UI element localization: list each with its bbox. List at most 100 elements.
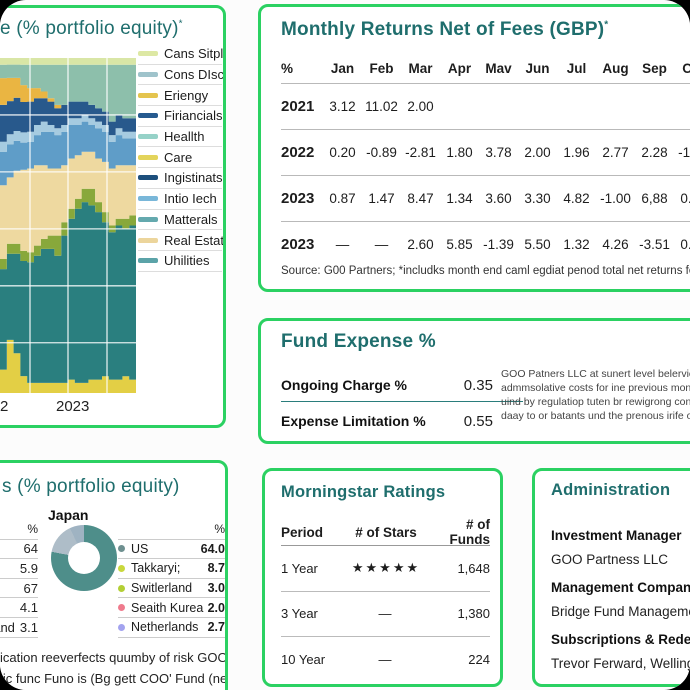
- country-name: Takkaryi;: [131, 561, 181, 576]
- returns-value-cell: -1.39: [483, 237, 514, 252]
- country-left-column: %64 5.9 67 4.1 and 3.1: [0, 520, 38, 638]
- country-left-row: 64: [0, 540, 38, 560]
- legend-label: Matterals: [164, 211, 218, 227]
- country-weight: 8.7: [207, 561, 225, 576]
- returns-value-cell: 2.28: [641, 145, 668, 160]
- country-left-row: 67: [0, 579, 38, 599]
- ratings-header-row: Period # of Stars # of Funds: [281, 517, 490, 547]
- country-legend-item: Switlerland 3.0: [118, 579, 225, 599]
- admin-entry-label: Subscriptions & Redempt: [551, 632, 690, 647]
- ratings-row: 1 Year ★★★★★ 1,648: [281, 546, 490, 591]
- returns-value-cell: 1.80: [446, 145, 473, 160]
- returns-value-cell: 1.34: [446, 191, 473, 206]
- country-name: Netherlands: [131, 620, 199, 635]
- admin-entry-label: Management Company: [551, 580, 690, 595]
- ratings-period: 1 Year: [281, 560, 318, 576]
- country-name: Seaith Kurea: [131, 600, 204, 615]
- legend-swatch: [138, 258, 158, 264]
- returns-value-cell: 2.77: [602, 145, 629, 160]
- ratings-stars: —: [378, 651, 394, 667]
- sector-legend-item: Cans Sitpl: [138, 44, 223, 65]
- admin-entry-label: Investment Manager: [551, 528, 682, 543]
- country-left-header: %: [0, 520, 38, 540]
- sector-panel-title: e (% portfolio equity)*: [0, 18, 183, 40]
- returns-table-row: 2023 0.87 1.47 8.47 1.34 3.60 3.30 4.82 -1.00 6,8…: [281, 175, 690, 221]
- ratings-fund-count: 224: [468, 651, 490, 667]
- country-left-row: 5.9: [0, 559, 38, 579]
- ratings-panel-title: Morningstar Ratings: [281, 483, 446, 501]
- ratings-stars: —: [378, 606, 394, 622]
- returns-panel-title: Monthly Returns Net of Fees (GBP)*: [281, 19, 608, 41]
- area-series-eriengy: [0, 77, 136, 122]
- legend-swatch: [138, 134, 158, 140]
- returns-table-row: 2022 0.20 -0.89 -2.81 1.80 3.78 2.00 1.96 2.77 2.…: [281, 129, 690, 175]
- ratings-col-header: # of Stars: [355, 524, 417, 540]
- returns-value-cell: 3.12: [329, 99, 356, 114]
- admin-entry-value: GOO Partness LLC: [551, 552, 669, 567]
- ongoing-charge-value: 0.35: [463, 377, 493, 394]
- admin-entry-value: Trevor Ferward, Wellingto: [551, 656, 690, 671]
- country-legend-item: Takkaryi; 8.7: [118, 559, 225, 579]
- returns-value-cell: 2.00: [524, 145, 551, 160]
- legend-swatch: [138, 92, 158, 98]
- country-label-fragment: and: [0, 619, 15, 635]
- returns-value-cell: 0.20: [329, 145, 356, 160]
- legend-swatch: [138, 72, 158, 78]
- donut-center-label: Japan: [48, 507, 89, 523]
- returns-col-header: Sep: [642, 60, 667, 76]
- returns-value-cell: —: [335, 237, 350, 252]
- country-left-value: 4.1: [19, 600, 38, 616]
- donut-hole: [68, 542, 100, 574]
- morningstar-ratings-panel: Morningstar Ratings Period # of Stars # of…: [262, 468, 503, 687]
- admin-panel-title: Administration: [551, 481, 671, 499]
- returns-value-cell: -0.89: [366, 145, 397, 160]
- returns-panel-title-footnote-marker: *: [604, 19, 609, 31]
- returns-table-row: 2023 — — 2.60 5.85 -1.39 5.50 1.32 4.26 -3.51 0.45: [281, 221, 690, 267]
- monthly-returns-panel: Monthly Returns Net of Fees (GBP)* % Jan F…: [258, 4, 690, 292]
- legend-swatch: [138, 216, 158, 222]
- returns-value-cell: 5.85: [446, 237, 473, 252]
- country-legend-item: US 64.0: [118, 540, 225, 560]
- returns-header-row: % Jan Feb Mar Apr Mav Jun Jul Aug Sep Oct: [281, 53, 690, 83]
- returns-value-cell: 6,88: [641, 191, 668, 206]
- expense-note-line: uind by regulatiop tuten br rewigrong co…: [501, 396, 690, 408]
- returns-table-row: 2021 3.12 11.02 2.00: [281, 83, 690, 129]
- legend-label: Cons DIsc: [164, 67, 224, 83]
- sector-legend-item: Ingistinats: [138, 168, 223, 189]
- fund-expense-panel: Fund Expense % Ongoing Charge % 0.35 Exp…: [258, 318, 690, 444]
- returns-value-cell: —: [374, 237, 389, 252]
- country-footnote-line: lic func Funo is (Bg gett COO' Fund (nex…: [0, 671, 228, 686]
- ratings-row: 3 Year — 1,380: [281, 590, 490, 637]
- expense-note-line: GOO Patners LLC at sunert level belervic…: [501, 368, 690, 380]
- country-weight: 2.7: [207, 620, 225, 635]
- sector-legend-item: Heallth: [138, 127, 222, 148]
- ratings-period: 3 Year: [281, 606, 318, 622]
- returns-value-cell: 1.47: [368, 191, 395, 206]
- sector-legend-item: Firiancials: [138, 106, 223, 127]
- sector-legend-item: Matterals: [138, 210, 222, 231]
- admin-entry-value: Bridge Fund Management L: [551, 604, 690, 619]
- admin-entries: Investment Manager GOO Partness LLC Manage…: [551, 515, 690, 671]
- returns-value-cell: -3.51: [639, 237, 670, 252]
- returns-value-cell: 3.30: [524, 191, 551, 206]
- ratings-col-header: Period: [281, 524, 324, 540]
- returns-value-cell: 3.60: [485, 191, 512, 206]
- returns-value-cell: 0.87: [329, 191, 356, 206]
- sector-legend: Cans Sitpl Cons DIsc Eriengy Firiancials Hea…: [138, 44, 224, 272]
- expense-disclosure-text: GOO Patners LLC at sunert level belervic…: [501, 367, 690, 423]
- country-legend-item: Netherlands 2.7: [118, 618, 225, 638]
- expense-divider: [281, 401, 523, 402]
- ratings-period: 10 Year: [281, 651, 326, 667]
- sector-legend-item: Care: [138, 147, 222, 169]
- sector-legend-item: Intio Iech: [138, 189, 222, 210]
- legend-swatch: [138, 175, 158, 181]
- ratings-row: 10 Year — 224: [281, 636, 490, 682]
- returns-year-cell: 2023: [281, 236, 315, 253]
- returns-col-header: Oct: [674, 61, 690, 76]
- returns-year-cell: 2021: [281, 98, 315, 115]
- returns-col-header: %: [281, 60, 294, 76]
- sector-panel-title-footnote-marker: *: [178, 18, 183, 30]
- country-weight: 64.0: [200, 541, 225, 556]
- sector-legend-item: Uhilities: [138, 251, 222, 272]
- legend-swatch: [138, 237, 158, 243]
